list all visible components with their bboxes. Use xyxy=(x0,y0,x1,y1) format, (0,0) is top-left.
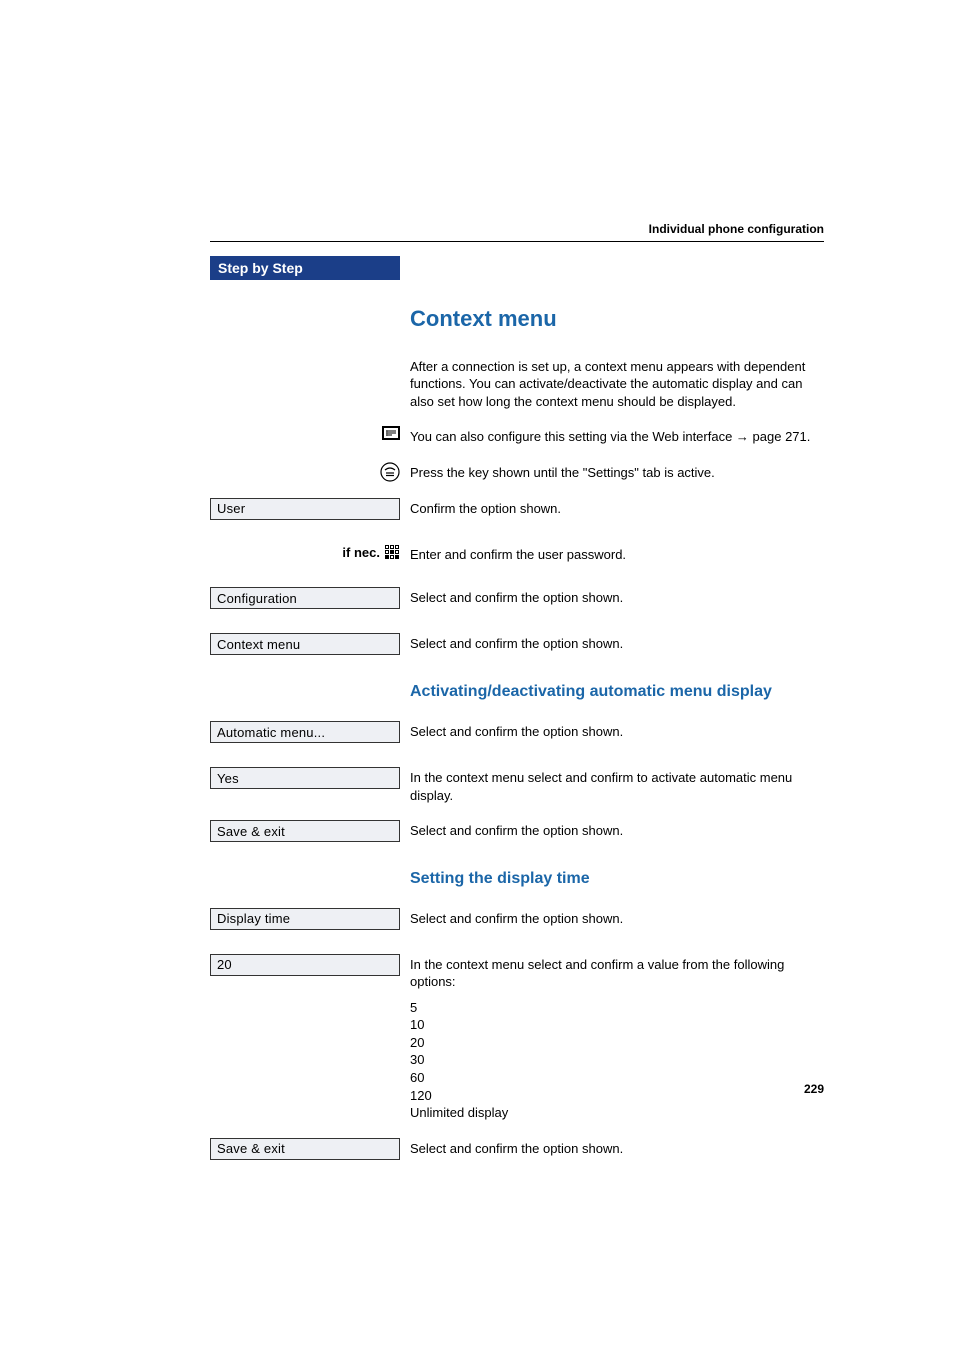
option-20: 20 xyxy=(410,1034,824,1052)
password-desc: Enter and confirm the user password. xyxy=(410,544,824,564)
save-a-desc: Select and confirm the option shown. xyxy=(410,820,824,840)
menu-box-automatic-menu: Automatic menu... xyxy=(210,721,400,743)
settings-key-text: Press the key shown until the "Settings"… xyxy=(410,462,824,482)
save-b-desc: Select and confirm the option shown. xyxy=(410,1138,824,1158)
option-60: 60 xyxy=(410,1069,824,1087)
menu-box-save-exit-b: Save & exit xyxy=(210,1138,400,1160)
heading-context-menu: Context menu xyxy=(410,304,824,334)
auto-desc: Select and confirm the option shown. xyxy=(410,721,824,741)
user-desc: Confirm the option shown. xyxy=(410,498,824,518)
document-page: Individual phone configuration Step by S… xyxy=(0,0,954,1351)
context-desc: Select and confirm the option shown. xyxy=(410,633,824,653)
menu-box-user: User xyxy=(210,498,400,520)
if-nec-label: if nec. xyxy=(342,544,400,562)
header-rule xyxy=(210,241,824,242)
web-config-a: You can also configure this setting via … xyxy=(410,429,736,444)
menu-box-display-time: Display time xyxy=(210,908,400,930)
yes-desc: In the context menu select and confirm t… xyxy=(410,767,824,804)
settings-key-icon xyxy=(380,462,400,482)
option-10: 10 xyxy=(410,1016,824,1034)
option-120: 120 xyxy=(410,1087,824,1105)
web-interface-icon xyxy=(382,426,400,440)
option-30: 30 xyxy=(410,1051,824,1069)
option-unlimited: Unlimited display xyxy=(410,1104,824,1122)
arrow-icon: → xyxy=(736,429,749,444)
sidebar-step-by-step: Step by Step xyxy=(210,256,400,280)
web-config-b: page 271. xyxy=(749,429,810,444)
displaytime-desc: Select and confirm the option shown. xyxy=(410,908,824,928)
menu-box-yes: Yes xyxy=(210,767,400,789)
sidebar-title-text: Step by Step xyxy=(218,260,303,276)
menu-box-value: 20 xyxy=(210,954,400,976)
menu-box-save-exit-a: Save & exit xyxy=(210,820,400,842)
value-desc: In the context menu select and confirm a… xyxy=(410,954,824,991)
option-5: 5 xyxy=(410,999,824,1017)
keypad-icon xyxy=(384,544,400,562)
config-desc: Select and confirm the option shown. xyxy=(410,587,824,607)
intro-paragraph: After a connection is set up, a context … xyxy=(410,356,824,411)
content-area: Context menu After a connection is set u… xyxy=(210,290,824,1166)
if-nec-text: if nec. xyxy=(342,545,380,560)
running-header: Individual phone configuration xyxy=(649,222,824,236)
menu-box-configuration: Configuration xyxy=(210,587,400,609)
heading-auto-display: Activating/deactivating automatic menu d… xyxy=(410,681,824,703)
web-config-text: You can also configure this setting via … xyxy=(410,426,824,446)
display-time-options: 5 10 20 30 60 120 Unlimited display xyxy=(410,997,824,1122)
heading-display-time: Setting the display time xyxy=(410,868,824,890)
page-number: 229 xyxy=(804,1082,824,1096)
menu-box-context-menu: Context menu xyxy=(210,633,400,655)
